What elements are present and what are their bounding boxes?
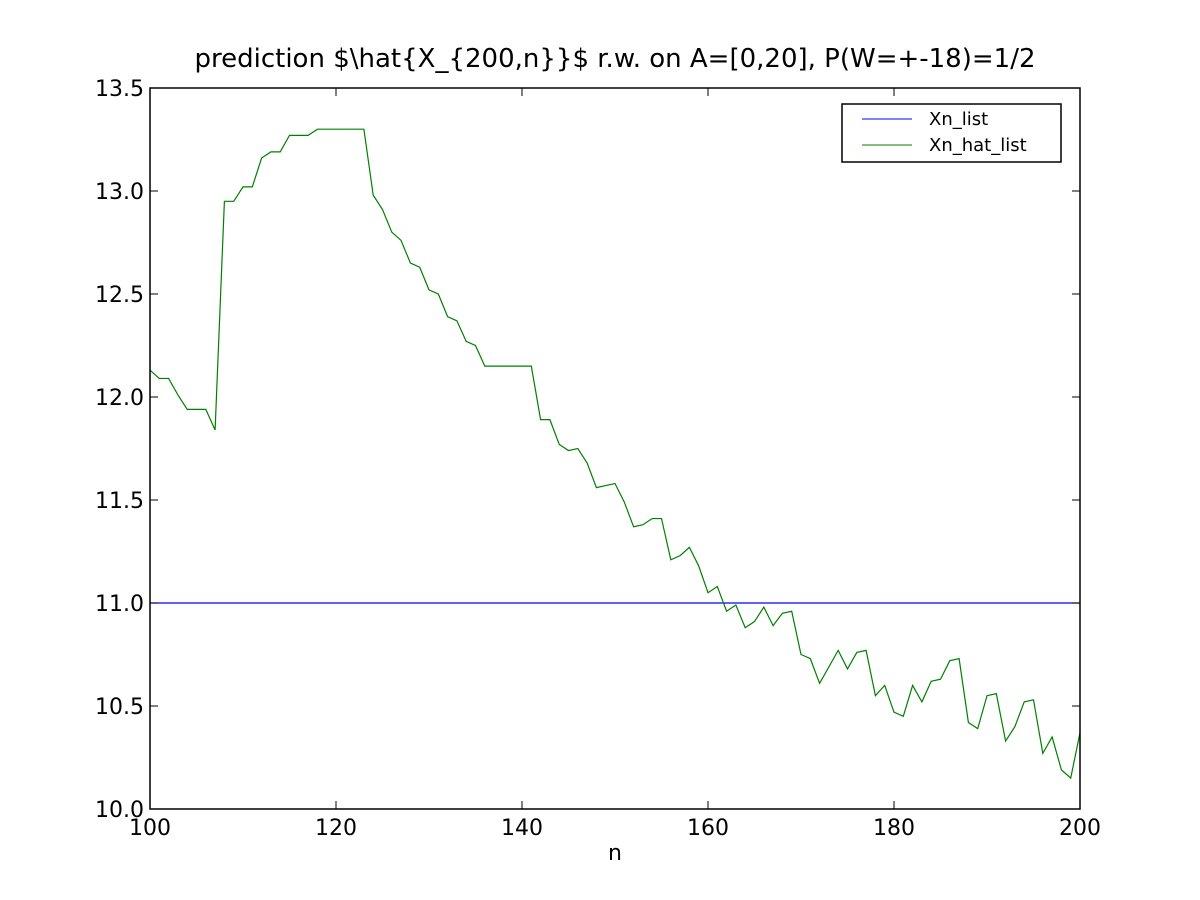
x-tick-label: 100 xyxy=(129,816,171,841)
y-tick-label: 11.5 xyxy=(95,489,144,514)
x-tick-label: 200 xyxy=(1059,816,1101,841)
y-tick-label: 10.0 xyxy=(95,798,144,823)
y-tick-label: 13.5 xyxy=(95,77,144,102)
y-tick-label: 11.0 xyxy=(95,592,144,617)
legend: Xn_list Xn_hat_list xyxy=(841,103,1062,163)
plot-frame xyxy=(149,87,1081,810)
legend-box xyxy=(841,103,1062,163)
x-axis: 100 120 140 160 180 200 xyxy=(129,88,1101,841)
x-axis-label: n xyxy=(608,841,622,866)
plot-area xyxy=(149,128,1081,780)
x-tick-label: 120 xyxy=(315,816,357,841)
x-tick-label: 140 xyxy=(501,816,543,841)
chart-title: prediction $\hat{X_{200,n}}$ r.w. on A=[… xyxy=(194,44,1035,74)
y-axis: 10.0 10.5 11.0 11.5 12.0 12.5 13.0 13.5 xyxy=(95,77,1080,823)
y-tick-label: 13.0 xyxy=(95,180,144,205)
y-tick-label: 12.0 xyxy=(95,386,144,411)
x-tick-label: 160 xyxy=(687,816,729,841)
legend-label-xn-hat-list: Xn_hat_list xyxy=(929,135,1027,156)
series-line-xn-hat-list xyxy=(149,128,1081,780)
y-tick-label: 10.5 xyxy=(95,695,144,720)
x-tick-label: 180 xyxy=(873,816,915,841)
y-tick-label: 12.5 xyxy=(95,283,144,308)
legend-label-xn-list: Xn_list xyxy=(929,109,988,130)
